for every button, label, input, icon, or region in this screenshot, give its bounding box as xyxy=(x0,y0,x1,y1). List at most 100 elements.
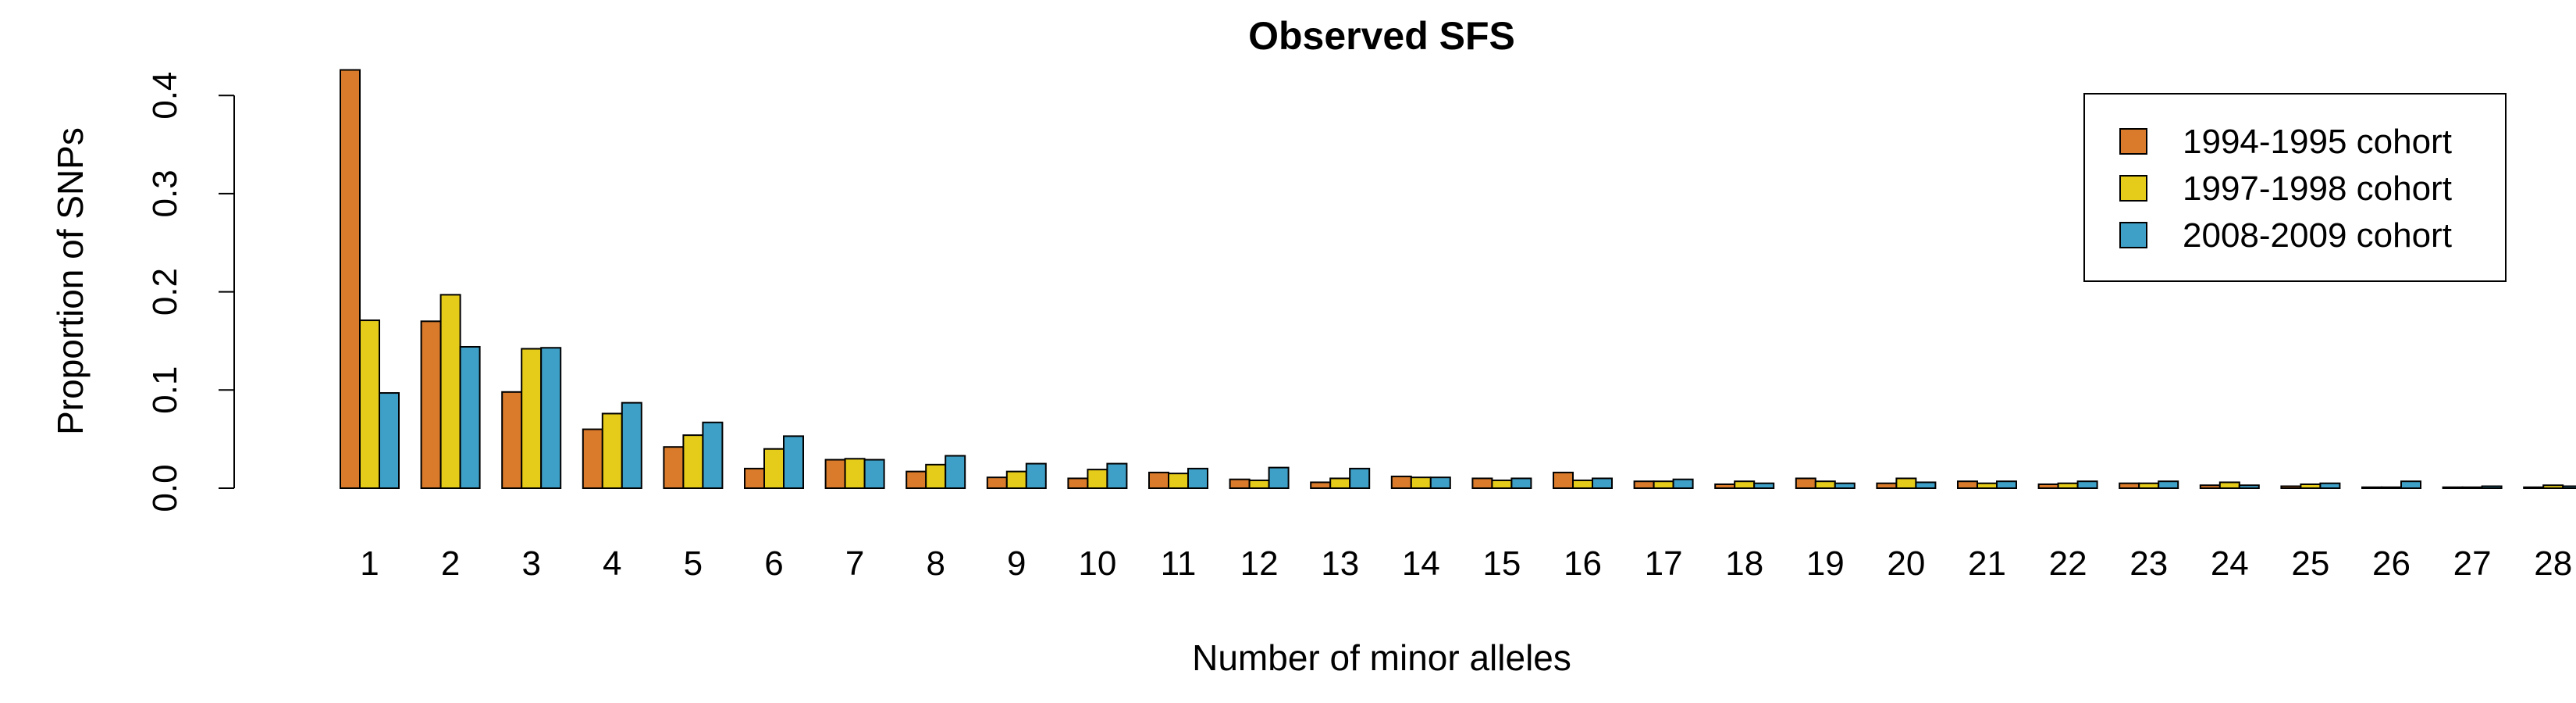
x-tick-label: 18 xyxy=(1725,544,1763,583)
bar xyxy=(2037,483,2059,489)
legend-box xyxy=(2083,93,2507,282)
bar xyxy=(1471,477,1493,489)
x-tick-label: 16 xyxy=(1564,544,1602,583)
bar xyxy=(2057,482,2079,490)
bar xyxy=(1653,480,1674,489)
x-axis-label: Number of minor alleles xyxy=(1192,637,1571,678)
x-tick-label: 10 xyxy=(1078,544,1116,583)
bar xyxy=(1268,466,1290,490)
legend-swatch xyxy=(2119,222,2147,248)
bar xyxy=(1248,479,1270,489)
bar xyxy=(1106,462,1128,490)
x-tick-label: 14 xyxy=(1402,544,1440,583)
x-tick-label: 9 xyxy=(1007,544,1026,583)
x-tick-label: 8 xyxy=(926,544,945,583)
bar xyxy=(1229,478,1251,490)
legend-label: 2008-2009 cohort xyxy=(2183,216,2452,255)
bar xyxy=(1410,476,1432,489)
x-tick-label: 4 xyxy=(603,544,621,583)
bar xyxy=(1491,479,1513,489)
bar xyxy=(1734,480,1756,489)
chart-title: Observed SFS xyxy=(1248,14,1515,58)
bar xyxy=(945,455,966,489)
y-tick-label: 0.2 xyxy=(146,268,184,316)
bar xyxy=(1672,478,1694,490)
bar xyxy=(359,319,380,490)
bar xyxy=(379,392,400,490)
y-tick-label: 0.1 xyxy=(146,366,184,414)
x-tick-label: 23 xyxy=(2129,544,2168,583)
x-tick-labels: 1 2 3 4 5 6 7 8 9 10 11 12 13 14 15 16 17 18 19 20 21 22 23 24 2… xyxy=(360,544,2572,583)
bar xyxy=(1025,462,1047,490)
bar xyxy=(2381,486,2402,489)
bar xyxy=(2238,484,2260,490)
x-tick-label: 1 xyxy=(360,544,379,583)
bars-group xyxy=(340,69,2576,490)
y-axis-label: Proportion of SNPs xyxy=(50,127,91,435)
x-tick-label: 28 xyxy=(2534,544,2572,583)
bar xyxy=(2138,482,2160,490)
bar xyxy=(2523,486,2545,489)
bar xyxy=(824,459,846,489)
bar xyxy=(2199,484,2221,490)
bar xyxy=(1390,475,1412,490)
bar xyxy=(906,470,927,489)
bar xyxy=(2119,482,2140,490)
bar xyxy=(702,421,724,490)
x-tick-label: 22 xyxy=(2049,544,2087,583)
bar xyxy=(1510,477,1532,489)
bar xyxy=(1005,470,1027,489)
x-tick-label: 2 xyxy=(441,544,460,583)
bar xyxy=(2542,484,2564,490)
bar xyxy=(1633,480,1655,489)
bar xyxy=(1592,477,1613,489)
x-tick-label: 25 xyxy=(2291,544,2329,583)
bar xyxy=(2400,480,2421,489)
legend: 1994-1995 cohort 1997-1998 cohort 2008-200… xyxy=(2083,93,2507,282)
x-tick-label: 13 xyxy=(1321,544,1359,583)
x-tick-label: 3 xyxy=(521,544,540,583)
legend-swatch xyxy=(2119,175,2147,202)
bar xyxy=(1876,482,1898,490)
bar xyxy=(783,435,804,490)
bar xyxy=(582,428,603,490)
bar xyxy=(925,463,947,489)
bar xyxy=(2319,482,2341,490)
bar xyxy=(1310,481,1332,490)
x-tick-label: 6 xyxy=(764,544,783,583)
bar xyxy=(1187,467,1208,489)
bar xyxy=(1753,482,1775,490)
x-tick-label: 19 xyxy=(1806,544,1845,583)
bar xyxy=(1087,469,1108,490)
x-tick-label: 26 xyxy=(2372,544,2411,583)
y-tick-label: 0.4 xyxy=(146,72,184,120)
bar xyxy=(2076,480,2098,489)
bar xyxy=(763,448,785,489)
bar xyxy=(2361,486,2382,489)
x-tick-label: 20 xyxy=(1887,544,1925,583)
x-tick-label: 11 xyxy=(1161,544,1197,583)
bar xyxy=(340,69,361,489)
bar xyxy=(540,347,562,489)
bar xyxy=(1553,471,1574,489)
x-tick-label: 7 xyxy=(845,544,864,583)
bar xyxy=(2481,485,2503,490)
bar xyxy=(439,294,461,489)
bar xyxy=(663,446,685,489)
bar xyxy=(682,434,704,490)
bar xyxy=(2218,481,2240,490)
y-tick-label: 0.0 xyxy=(146,464,184,512)
bar xyxy=(501,391,523,489)
bar xyxy=(2562,485,2576,490)
y-axis: 0.0 0.1 0.2 0.3 0.4 xyxy=(146,72,235,512)
bar xyxy=(601,412,623,490)
x-tick-label: 5 xyxy=(684,544,703,583)
bar xyxy=(2461,486,2483,489)
bar xyxy=(1915,481,1937,490)
bar xyxy=(459,345,481,489)
bar xyxy=(2442,486,2464,489)
bar xyxy=(863,459,885,489)
bar xyxy=(621,401,642,489)
x-tick-label: 15 xyxy=(1482,544,1521,583)
